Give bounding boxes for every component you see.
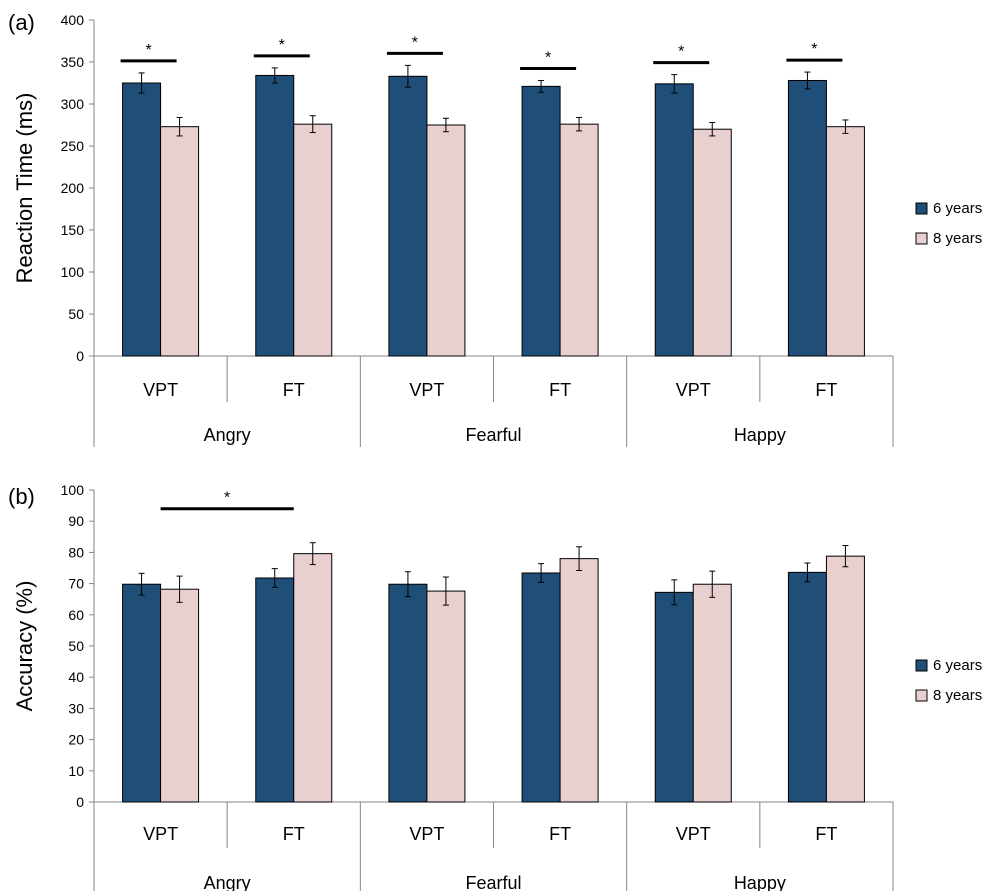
x-category-label: VPT xyxy=(409,380,444,400)
legend-swatch xyxy=(915,232,928,245)
bar-six-years xyxy=(255,74,295,357)
significance-label: * xyxy=(224,490,230,507)
y-tick-label: 20 xyxy=(68,732,84,748)
y-tick-label: 50 xyxy=(68,306,84,322)
legend-label: 6 years xyxy=(933,657,982,674)
bar-six-years xyxy=(388,75,428,357)
x-group-label: Happy xyxy=(734,873,786,891)
bar-six-years xyxy=(255,577,295,803)
x-category-label: VPT xyxy=(409,824,444,844)
y-tick-label: 40 xyxy=(68,669,84,685)
bar-eight-years xyxy=(160,126,200,357)
y-tick-label: 100 xyxy=(61,482,85,498)
bar-six-years xyxy=(122,583,162,803)
legend-swatch xyxy=(915,202,928,215)
x-category-label: VPT xyxy=(143,824,178,844)
bar-eight-years xyxy=(293,553,333,803)
legend-label: 6 years xyxy=(933,200,982,217)
panel-b: (b) Accuracy (%) 0 10 20 30 40 50 60 70 80 90 100 V… xyxy=(8,482,982,891)
x-category-label: FT xyxy=(815,380,837,400)
significance-label: * xyxy=(145,42,151,59)
y-tick-label: 200 xyxy=(61,180,85,196)
y-tick-label: 300 xyxy=(61,96,85,112)
x-category-label: VPT xyxy=(143,380,178,400)
y-tick-label: 0 xyxy=(76,794,84,810)
y-tick-label: 70 xyxy=(68,576,84,592)
x-group-label: Fearful xyxy=(465,425,521,445)
significance-label: * xyxy=(412,34,418,51)
y-tick-label: 10 xyxy=(68,763,84,779)
x-category-label: VPT xyxy=(676,824,711,844)
bar-eight-years xyxy=(825,555,865,803)
significance-label: * xyxy=(678,44,684,61)
x-category-label: FT xyxy=(283,824,305,844)
significance-label: * xyxy=(279,37,285,54)
legend-swatch xyxy=(915,659,928,672)
bar-six-years xyxy=(521,85,561,357)
x-group-label: Angry xyxy=(204,873,251,891)
y-tick-label: 100 xyxy=(61,264,85,280)
y-axis-title: Reaction Time (ms) xyxy=(12,93,37,284)
y-tick-label: 60 xyxy=(68,607,84,623)
y-axis-title: Accuracy (%) xyxy=(12,581,37,712)
x-category-label: FT xyxy=(815,824,837,844)
bar-eight-years xyxy=(559,123,599,357)
x-group-label: Fearful xyxy=(465,873,521,891)
significance-label: * xyxy=(545,49,551,66)
panel-a: (a) Reaction Time (ms) 0 50 100 150 200 250 30… xyxy=(8,10,982,447)
legend-swatch xyxy=(915,689,928,702)
x-group-label: Angry xyxy=(204,425,251,445)
legend-label: 8 years xyxy=(933,687,982,704)
x-category-label: FT xyxy=(549,380,571,400)
y-tick-label: 400 xyxy=(61,12,85,28)
panel-label: (a) xyxy=(8,10,35,35)
bar-eight-years xyxy=(825,126,865,357)
significance-label: * xyxy=(811,41,817,58)
x-category-label: FT xyxy=(549,824,571,844)
bar-six-years xyxy=(654,83,694,357)
x-category-label: FT xyxy=(283,380,305,400)
bar-eight-years xyxy=(559,558,599,803)
y-tick-label: 80 xyxy=(68,544,84,560)
bar-six-years xyxy=(787,79,827,357)
bar-eight-years xyxy=(692,128,732,357)
bar-six-years xyxy=(122,82,162,357)
legend-label: 8 years xyxy=(933,230,982,247)
bar-six-years xyxy=(388,583,428,803)
bar-eight-years xyxy=(426,124,466,357)
x-group-label: Happy xyxy=(734,425,786,445)
x-category-label: VPT xyxy=(676,380,711,400)
bar-six-years xyxy=(787,571,827,803)
y-tick-label: 30 xyxy=(68,700,84,716)
bar-eight-years xyxy=(692,583,732,803)
y-tick-label: 250 xyxy=(61,138,85,154)
y-tick-label: 150 xyxy=(61,222,85,238)
y-tick-label: 350 xyxy=(61,54,85,70)
y-tick-label: 0 xyxy=(76,348,84,364)
y-tick-label: 50 xyxy=(68,638,84,654)
bar-six-years xyxy=(521,572,561,803)
y-tick-label: 90 xyxy=(68,513,84,529)
bar-eight-years xyxy=(426,590,466,803)
bar-eight-years xyxy=(160,588,200,803)
bar-eight-years xyxy=(293,123,333,357)
bar-six-years xyxy=(654,591,694,803)
panel-label: (b) xyxy=(8,484,35,509)
